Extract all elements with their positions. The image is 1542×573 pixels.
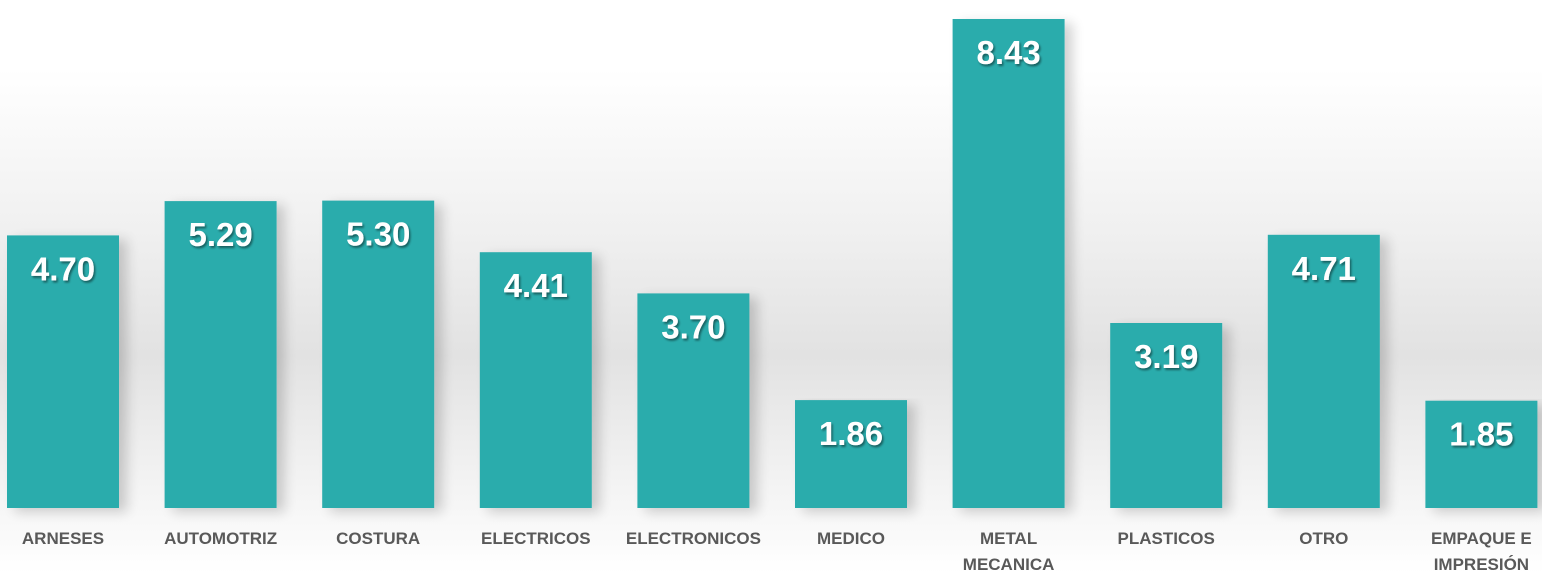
category-label-0: ARNESES [22,529,104,548]
value-labels-layer: 4.70 5.29 5.30 4.41 3.70 1.86 8.43 3.19 4.71 1.85 [31,34,1514,453]
bar-9 [1425,400,1538,508]
bar-value-label-7: 3.19 [1134,338,1198,375]
bar-2 [322,200,435,508]
category-label-line: METAL [980,529,1037,548]
bar-7 [1110,323,1223,508]
category-label-9: EMPAQUE E IMPRESIÓN [1431,529,1532,573]
category-label-7: PLASTICOS [1118,529,1215,548]
bar-value-label-6: 8.43 [976,34,1040,71]
bar-value-label-1: 5.29 [188,216,252,253]
category-label-line: AUTOMOTRIZ [164,529,277,548]
category-label-line: PLASTICOS [1118,529,1215,548]
category-label-5: MEDICO [817,529,885,548]
category-label-line: ELECTRONICOS [626,529,761,548]
bar-value-label-0: 4.70 [31,250,95,287]
category-label-1: AUTOMOTRIZ [164,529,277,548]
bar-value-label-5: 1.86 [819,415,883,452]
bar-6 [952,19,1065,508]
bar-0 [7,235,119,508]
category-labels-layer: ARNESES AUTOMOTRIZ COSTURA ELECTRICOS ELECTR… [22,529,1532,573]
category-label-4: ELECTRONICOS [626,529,761,548]
category-label-line: EMPAQUE E [1431,529,1532,548]
bar-8 [1267,234,1380,509]
bar-value-label-2: 5.30 [346,216,410,253]
category-label-line: ARNESES [22,529,104,548]
category-label-line: IMPRESIÓN [1434,555,1529,573]
bars-layer [7,19,1538,509]
bar-5 [795,400,907,508]
bar-value-label-8: 4.71 [1292,250,1356,287]
category-label-line: ELECTRICOS [481,529,591,548]
bar-1 [164,201,277,508]
category-label-line: MECANICA [963,555,1055,573]
category-label-line: MEDICO [817,529,885,548]
bar-value-label-3: 4.41 [504,267,568,304]
bar-4 [637,293,750,508]
category-label-2: COSTURA [336,529,420,548]
category-label-line: COSTURA [336,529,420,548]
bar-3 [479,252,592,508]
bar-value-label-9: 1.85 [1449,416,1513,453]
category-label-3: ELECTRICOS [481,529,591,548]
bar-value-label-4: 3.70 [661,308,725,345]
category-label-8: OTRO [1299,529,1348,548]
category-label-6: METAL MECANICA [963,529,1055,573]
category-label-line: OTRO [1299,529,1348,548]
